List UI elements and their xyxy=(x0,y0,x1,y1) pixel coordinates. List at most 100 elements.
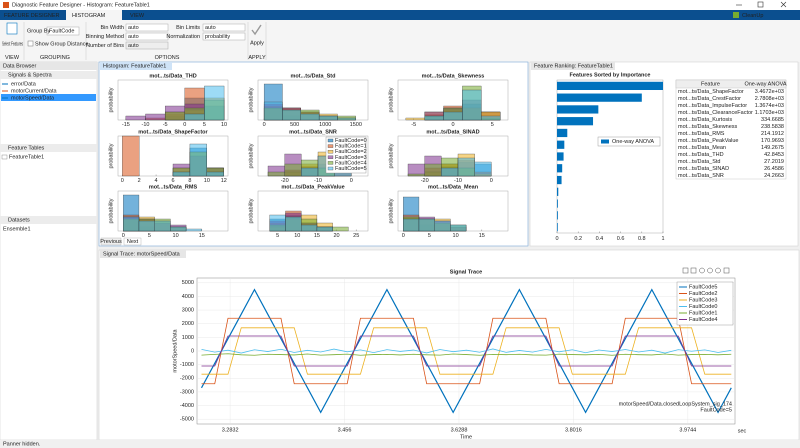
x-tick-label: -20 xyxy=(421,178,429,184)
legend-label: FaultCode=4 xyxy=(335,160,367,166)
next-button[interactable] xyxy=(123,237,142,246)
cleanup-label[interactable]: CleanUp xyxy=(742,13,763,19)
ranking-tab[interactable] xyxy=(531,62,615,70)
active-tab xyxy=(66,10,122,20)
x-tick-label: 15 xyxy=(314,233,320,239)
group-by-value[interactable]: FaultCode xyxy=(49,28,74,34)
x-tick-label: 0 xyxy=(183,122,186,128)
title-bar xyxy=(0,0,800,10)
histogram-bar xyxy=(300,113,320,121)
histogram-tab[interactable] xyxy=(100,62,172,70)
normalization-value[interactable]: probability xyxy=(205,34,230,40)
group-by-box[interactable] xyxy=(46,26,80,36)
tool[interactable] xyxy=(690,267,697,274)
previous-button[interactable] xyxy=(100,237,122,246)
y-tick-label: -5000 xyxy=(180,417,194,423)
tree-header: Feature Tables xyxy=(8,145,45,151)
select-features-icon[interactable] xyxy=(6,22,18,35)
tool[interactable] xyxy=(723,267,730,274)
group-distance-label[interactable]: Show Group Distance xyxy=(35,41,89,47)
plot-title: mot...ts/Data_ShapeFactor xyxy=(138,129,208,135)
panel-title: Data Browser xyxy=(3,63,36,69)
legend-label: FaultCode=3 xyxy=(335,155,367,161)
legend-label: FaultCode3 xyxy=(689,297,717,303)
binning-method-value[interactable]: auto xyxy=(128,34,139,40)
histogram-bar xyxy=(301,224,318,232)
tree-header: Signals & Spectra xyxy=(8,72,53,78)
y-label: motorSpeed/Data xyxy=(172,329,178,373)
bin-width-value[interactable]: auto xyxy=(128,25,139,31)
legend-label: FaultCode0 xyxy=(689,304,717,310)
table xyxy=(675,79,787,180)
num-bins-label: Number of Bins xyxy=(86,43,124,49)
group-distance-icon[interactable] xyxy=(27,40,34,47)
panel-tab[interactable]: Signal Trace: motorSpeed/Data xyxy=(103,251,181,257)
bar xyxy=(557,164,563,173)
y-tick-label: 2000 xyxy=(182,321,194,327)
legend-label: FaultCode=0 xyxy=(335,138,367,144)
bar xyxy=(557,117,594,126)
tool[interactable] xyxy=(699,267,705,274)
tool[interactable] xyxy=(715,267,721,274)
legend xyxy=(676,281,734,326)
signal-item[interactable]: motorSpeed/Data xyxy=(11,95,55,101)
legend-label: FaultCode1 xyxy=(689,310,717,316)
tab-label[interactable]: FEATURE DESIGNER xyxy=(4,13,60,19)
x-tick-label: 0.2 xyxy=(574,236,582,242)
tab-label[interactable]: HISTOGRAM xyxy=(72,13,106,19)
x-tick-label: 0.4 xyxy=(596,236,604,242)
table-cell: 3.4672e+03 xyxy=(755,89,784,95)
bar xyxy=(557,222,558,232)
dataset-item[interactable]: Ensemble1 xyxy=(3,226,31,232)
table-cell: mot...ts/Data_PeakValue xyxy=(678,138,738,144)
histogram-bar xyxy=(170,226,187,232)
tool[interactable] xyxy=(707,267,713,274)
panel-tab[interactable]: Feature Ranking: FeatureTable1 xyxy=(534,63,613,69)
x-tick-label: 3.456 xyxy=(338,427,352,433)
apply-label[interactable]: Apply xyxy=(250,40,264,46)
status-text: Panner hidden. xyxy=(3,441,41,447)
x-tick-label: 10 xyxy=(204,178,210,184)
data-browser xyxy=(0,61,98,441)
plot-title: mot...ts/Data_Mean xyxy=(428,184,479,190)
x-tick-label: 6 xyxy=(171,178,174,184)
y-tick-label: 3000 xyxy=(182,308,194,314)
button-label[interactable]: Previous xyxy=(100,239,122,245)
bin-width-box[interactable] xyxy=(125,23,169,32)
table-cell: mot...ts/Data_Mean xyxy=(678,145,726,151)
num-bins-box[interactable] xyxy=(125,41,169,50)
table-cell: 214.1912 xyxy=(761,131,784,137)
chart-title: Features Sorted by Importance xyxy=(570,72,651,78)
histogram-bar xyxy=(269,214,286,232)
bin-limits-value[interactable]: auto xyxy=(205,25,216,31)
signal-item[interactable]: motorCurrent/Data xyxy=(11,88,57,94)
tool[interactable] xyxy=(682,267,689,274)
histogram-bar xyxy=(285,216,302,232)
bin-limits-box[interactable] xyxy=(202,23,246,32)
binning-method-box[interactable] xyxy=(125,32,169,41)
x-tick-label: 0 xyxy=(350,178,353,184)
x-tick-label: -20 xyxy=(281,178,289,184)
maximize[interactable] xyxy=(757,1,764,8)
y-label: probability xyxy=(108,143,114,168)
histogram-bar xyxy=(138,220,155,232)
histogram-bar xyxy=(184,113,205,121)
table-item[interactable]: FeatureTable1 xyxy=(9,154,44,160)
signal-item[interactable]: error/Data xyxy=(11,81,37,87)
tab-label[interactable]: VIEW xyxy=(130,13,145,19)
normalization-box[interactable] xyxy=(202,32,246,41)
histogram-bar xyxy=(318,115,338,121)
select-features-label[interactable]: Select Features xyxy=(2,41,23,47)
cleanup-icon[interactable] xyxy=(733,12,739,18)
x-tick-label: 0 xyxy=(122,233,125,239)
histogram-bar xyxy=(301,167,319,177)
button-label[interactable]: Next xyxy=(127,239,139,245)
apply-icon[interactable] xyxy=(251,24,262,36)
histogram-bar xyxy=(189,143,207,177)
panel-tab[interactable]: Histogram: FeatureTable1 xyxy=(103,63,166,69)
x-tick-label: 0 xyxy=(490,178,493,184)
histogram-bar xyxy=(450,224,467,232)
signal-tab[interactable] xyxy=(100,250,186,258)
legend-swatch xyxy=(327,166,334,171)
table-cell: 2.7808e+03 xyxy=(755,96,784,102)
